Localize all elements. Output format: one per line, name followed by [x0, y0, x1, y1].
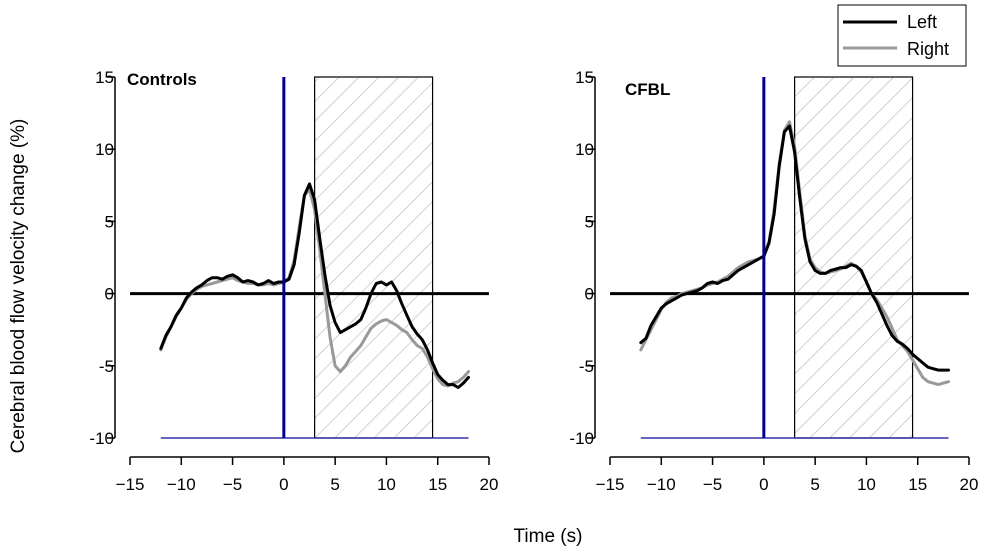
legend: Left Right — [837, 4, 967, 67]
y-tick-label: -5 — [99, 357, 114, 376]
y-tick-label: 0 — [105, 285, 114, 304]
panel-title: Controls — [127, 70, 197, 89]
series-left-line — [159, 182, 470, 389]
x-tick-label: 0 — [279, 475, 288, 494]
x-tick-label: 15 — [428, 475, 447, 494]
x-tick-label: −15 — [116, 475, 145, 494]
x-tick-label: −5 — [223, 475, 242, 494]
x-tick-label: 5 — [810, 475, 819, 494]
y-axis-title: Cerebral blood flow velocity change (%) — [8, 119, 29, 454]
legend-label-left: Left — [907, 12, 937, 32]
controls-panel: 15 10 5 0 -5 -10 −15 −10 −5 0 5 10 15 20 Controls — [89, 68, 498, 494]
y-tick-label: 10 — [95, 140, 114, 159]
y-tick-label: 5 — [105, 212, 114, 231]
x-tick-label: 15 — [908, 475, 927, 494]
x-tick-label: −15 — [596, 475, 625, 494]
series-left-line — [639, 124, 950, 372]
y-tick-label: 15 — [95, 68, 114, 87]
x-tick-label: 10 — [377, 475, 396, 494]
legend-label-right: Right — [907, 39, 949, 59]
shaded-interval — [314, 76, 434, 439]
y-tick-label: -5 — [579, 357, 594, 376]
x-tick-label: −10 — [647, 475, 676, 494]
x-tick-label: −5 — [703, 475, 722, 494]
panel-title: CFBL — [625, 80, 670, 99]
y-tick-label: -10 — [89, 429, 114, 448]
x-tick-label: 5 — [330, 475, 339, 494]
x-tick-label: −10 — [167, 475, 196, 494]
shaded-interval — [794, 76, 914, 439]
x-axis-title: Time (s) — [514, 526, 583, 547]
y-tick-label: 10 — [575, 140, 594, 159]
x-tick-label: 20 — [480, 475, 499, 494]
x-tick-label: 20 — [960, 475, 979, 494]
cfbl-panel: 15 10 5 0 -5 -10 −15 −10 −5 0 5 10 15 20 CFBL — [569, 68, 978, 494]
x-tick-label: 0 — [759, 475, 768, 494]
y-tick-label: 0 — [585, 285, 594, 304]
legend-box — [837, 4, 967, 67]
y-tick-label: 5 — [585, 212, 594, 231]
y-tick-label: 15 — [575, 68, 594, 87]
x-tick-label: 10 — [857, 475, 876, 494]
y-tick-label: -10 — [569, 429, 594, 448]
